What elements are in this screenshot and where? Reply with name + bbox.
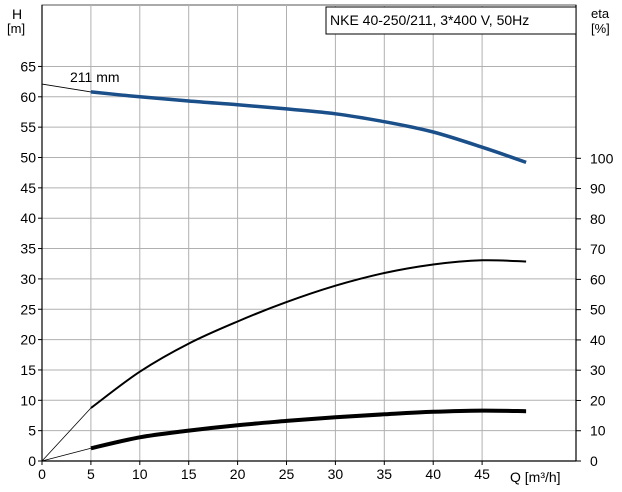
tick-labels: 0 5 10 15 20 25 30 35 40 45 0 5 10 15 20 25 30 35 40 45 50 55… (20, 58, 613, 482)
data-series (41, 83, 527, 462)
x-tick-label: 40 (425, 466, 441, 482)
y-left-tick-label: 0 (28, 453, 36, 469)
title-box (325, 6, 577, 35)
y-right-tick-label: 30 (590, 362, 606, 378)
x-tick-label: 15 (181, 466, 197, 482)
y-right-tick-label: 100 (590, 150, 614, 166)
extrapolation-line (41, 407, 92, 462)
x-tick-label: 10 (132, 466, 148, 482)
y-right-tick-label: 20 (590, 392, 606, 408)
x-tick-label: 20 (230, 466, 246, 482)
x-tick-label: 35 (377, 466, 393, 482)
y-left-tick-label: 40 (20, 210, 36, 226)
y-left-tick-label: 45 (20, 180, 36, 196)
y-right-label-line2: [%] (591, 21, 610, 36)
grid (41, 4, 577, 462)
y-right-tick-label: 40 (590, 332, 606, 348)
extrapolation-line (41, 83, 91, 93)
y-right-tick-label: 60 (590, 271, 606, 287)
y-left-tick-label: 25 (20, 301, 36, 317)
y-left-tick-label: 55 (20, 119, 36, 135)
head-curve (90, 90, 527, 165)
x-tick-label: 0 (38, 466, 46, 482)
chart-title: NKE 40-250/211, 3*400 V, 50Hz (330, 12, 529, 28)
y-left-tick-label: 60 (20, 89, 36, 105)
y-right-tick-label: 70 (590, 241, 606, 257)
x-tick-label: 45 (474, 466, 490, 482)
y-right-tick-label: 80 (590, 211, 606, 227)
x-tick-label: 25 (279, 466, 295, 482)
x-tick-label: 30 (328, 466, 344, 482)
y-left-label-line1: H (12, 6, 22, 22)
y-right-tick-label: 90 (590, 181, 606, 197)
y-left-tick-label: 30 (20, 271, 36, 287)
y-left-label-line2: [m] (7, 21, 25, 36)
impeller-diameter-label: 211 mm (70, 69, 120, 85)
x-tick-label: 5 (87, 466, 95, 482)
y-right-tick-label: 10 (590, 423, 606, 439)
y-left-tick-label: 5 (28, 423, 36, 439)
x-axis-label: Q [m³/h] (510, 469, 561, 485)
power-curve (90, 408, 527, 451)
y-left-tick-label: 20 (20, 332, 36, 348)
y-right-tick-label: 0 (590, 453, 598, 469)
y-left-tick-label: 65 (20, 58, 36, 74)
y-left-tick-label: 15 (20, 362, 36, 378)
y-left-tick-label: 35 (20, 241, 36, 257)
extrapolation-line (41, 447, 92, 462)
plot-frame (41, 4, 577, 462)
y-left-tick-label: 50 (20, 150, 36, 166)
efficiency-curve (90, 259, 527, 409)
y-right-label-line1: eta (591, 6, 610, 21)
y-right-tick-label: 50 (590, 302, 606, 318)
y-left-tick-label: 10 (20, 392, 36, 408)
